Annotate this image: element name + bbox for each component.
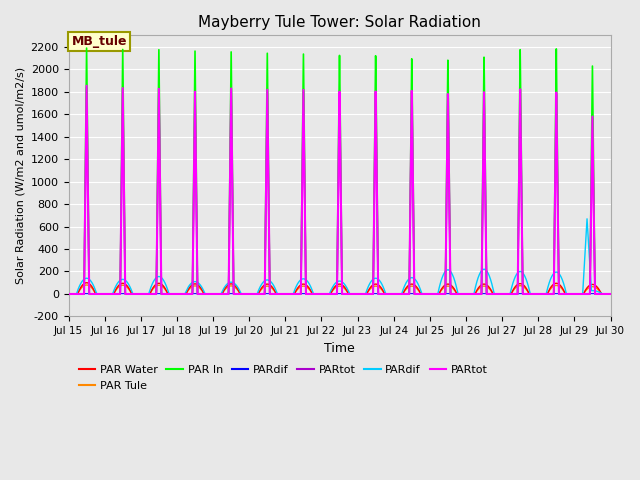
Text: MB_tule: MB_tule bbox=[72, 35, 127, 48]
Y-axis label: Solar Radiation (W/m2 and umol/m2/s): Solar Radiation (W/m2 and umol/m2/s) bbox=[15, 67, 25, 285]
X-axis label: Time: Time bbox=[324, 342, 355, 355]
Title: Mayberry Tule Tower: Solar Radiation: Mayberry Tule Tower: Solar Radiation bbox=[198, 15, 481, 30]
Legend: PAR Water, PAR Tule, PAR In, PARdif, PARtot, PARdif, PARtot: PAR Water, PAR Tule, PAR In, PARdif, PAR… bbox=[74, 361, 492, 395]
